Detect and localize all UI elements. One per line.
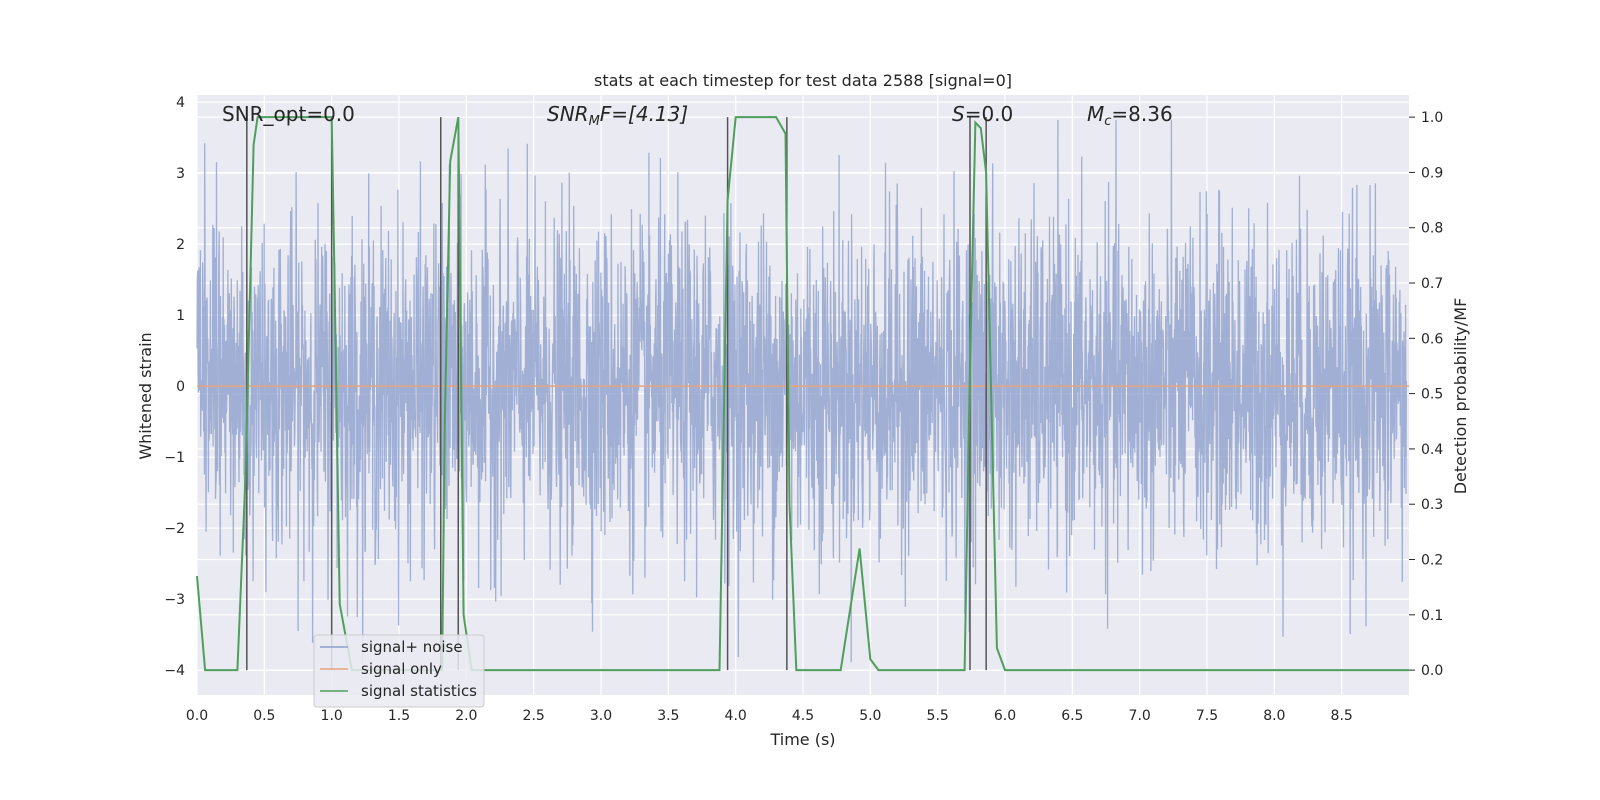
x-tick-label: 7.0 xyxy=(1129,708,1151,724)
y-tick-label: −1 xyxy=(164,450,185,466)
annotation-mc-sub: c xyxy=(1104,114,1111,129)
x-tick-label: 2.0 xyxy=(455,708,477,724)
y-tick-label: 2 xyxy=(176,237,185,253)
x-tick-label: 4.5 xyxy=(792,708,814,724)
y-tick-label: 0 xyxy=(176,379,185,395)
x-tick-label: 2.5 xyxy=(523,708,545,724)
annotation-mc-main: M xyxy=(1087,102,1104,126)
y2-tick-label: 0.5 xyxy=(1421,387,1443,403)
chart-title: stats at each timestep for test data 258… xyxy=(594,71,1012,90)
annotation-mc: Mc=8.36 xyxy=(1087,102,1173,129)
noise-series xyxy=(196,119,1407,664)
y-axis-label: Whitened strain xyxy=(136,332,155,459)
y-tick-label: 1 xyxy=(176,308,185,324)
x-tick-label: 3.0 xyxy=(590,708,612,724)
x-tick-label: 1.0 xyxy=(321,708,343,724)
legend-box xyxy=(313,634,485,708)
annotation-snr-opt: SNR_opt=0.0 xyxy=(222,102,355,126)
legend: signal+ noise signal only signal statist… xyxy=(313,634,485,708)
y-tick-label: −2 xyxy=(164,521,185,537)
legend-label-signal-noise: signal+ noise xyxy=(361,638,463,656)
x-tick-label: 8.5 xyxy=(1331,708,1353,724)
legend-label-signal-only: signal only xyxy=(361,660,442,678)
y-axis-ticks: 4 3 2 1 0 −1 −2 −3 −4 xyxy=(164,95,185,679)
y2-axis-ticks: 1.0 0.9 0.8 0.7 0.6 0.5 0.4 0.3 0.2 0.1 0.0 xyxy=(1409,110,1443,679)
x-axis-label: Time (s) xyxy=(769,730,835,749)
signal-statistics-series xyxy=(196,116,1409,672)
y2-axis-label: Detection probability/MF xyxy=(1451,298,1470,495)
annotation-snr-mf-main: SNR xyxy=(547,102,589,126)
signal-statistics-line xyxy=(196,116,1409,672)
x-tick-label: 0.5 xyxy=(253,708,275,724)
annotation-snr-mf: SNRMF=[4.13] xyxy=(547,102,688,129)
x-tick-label: 6.5 xyxy=(1061,708,1083,724)
x-tick-label: 8.0 xyxy=(1263,708,1285,724)
annotation-snr-mf-rest: F=[4.13] xyxy=(600,102,688,126)
y2-tick-label: 0.7 xyxy=(1421,276,1443,292)
annotation-s: S=0.0 xyxy=(952,102,1013,126)
annotation-snr-mf-sub: M xyxy=(589,114,600,129)
x-tick-label: 0.0 xyxy=(186,708,208,724)
y2-tick-label: 0.3 xyxy=(1421,497,1443,513)
x-tick-label: 3.5 xyxy=(657,708,679,724)
x-tick-label: 5.5 xyxy=(927,708,949,724)
annotation-mc-rest: =8.36 xyxy=(1111,102,1172,126)
y2-tick-label: 1.0 xyxy=(1421,110,1443,126)
y2-tick-label: 0.8 xyxy=(1421,221,1443,237)
y2-tick-label: 0.4 xyxy=(1421,442,1443,458)
y-tick-label: 3 xyxy=(176,166,185,182)
y-tick-label: 4 xyxy=(176,95,185,111)
legend-label-signal-statistics: signal statistics xyxy=(361,682,477,700)
annotation-s-rest: =0.0 xyxy=(965,102,1014,126)
x-tick-label: 5.0 xyxy=(859,708,881,724)
y2-tick-label: 0.0 xyxy=(1421,663,1443,679)
x-axis-ticks: 0.0 0.5 1.0 1.5 2.0 2.5 3.0 3.5 4.0 4.5 5.0 5.5 6.0 6… xyxy=(186,708,1353,724)
x-tick-label: 7.5 xyxy=(1196,708,1218,724)
y-tick-label: −4 xyxy=(164,663,185,679)
y2-tick-label: 0.1 xyxy=(1421,608,1443,624)
x-tick-label: 1.5 xyxy=(388,708,410,724)
x-tick-label: 4.0 xyxy=(725,708,747,724)
y2-tick-label: 0.6 xyxy=(1421,331,1443,347)
x-tick-label: 6.0 xyxy=(994,708,1016,724)
noise-line xyxy=(196,119,1407,664)
y-tick-label: −3 xyxy=(164,592,185,608)
y2-tick-label: 0.2 xyxy=(1421,553,1443,569)
y2-tick-label: 0.9 xyxy=(1421,165,1443,181)
annotation-s-main: S xyxy=(952,102,965,126)
